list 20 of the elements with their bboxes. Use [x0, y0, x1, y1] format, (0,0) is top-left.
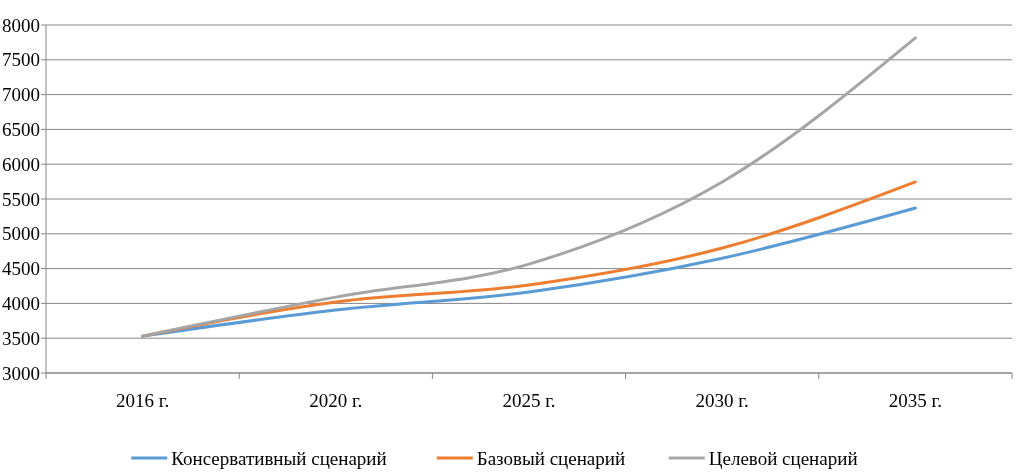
y-tick-label: 8000 — [2, 14, 40, 36]
x-tick-label: 2035 г. — [888, 390, 942, 411]
y-tick-label: 4500 — [2, 258, 40, 280]
y-tick-label: 3000 — [2, 362, 40, 384]
legend-label: Целевой сценарий — [708, 447, 858, 469]
y-tick-label: 6000 — [2, 153, 40, 175]
x-tick-label: 2030 г. — [695, 390, 749, 411]
y-tick-label: 6500 — [2, 119, 40, 141]
legend-label: Консервативный сценарий — [171, 447, 387, 469]
x-tick-label: 2025 г. — [502, 390, 556, 411]
y-tick-label: 5500 — [2, 188, 40, 210]
x-tick-label: 2016 г. — [116, 390, 170, 411]
y-tick-label: 7000 — [2, 84, 40, 106]
y-tick-label: 3500 — [2, 327, 40, 349]
y-tick-label: 4000 — [2, 293, 40, 315]
x-tick-label: 2020 г. — [309, 390, 363, 411]
legend-label: Базовый сценарий — [476, 447, 626, 469]
line-series — [141, 36, 917, 338]
y-tick-label: 7500 — [2, 49, 40, 71]
y-tick-label: 5000 — [2, 223, 40, 245]
